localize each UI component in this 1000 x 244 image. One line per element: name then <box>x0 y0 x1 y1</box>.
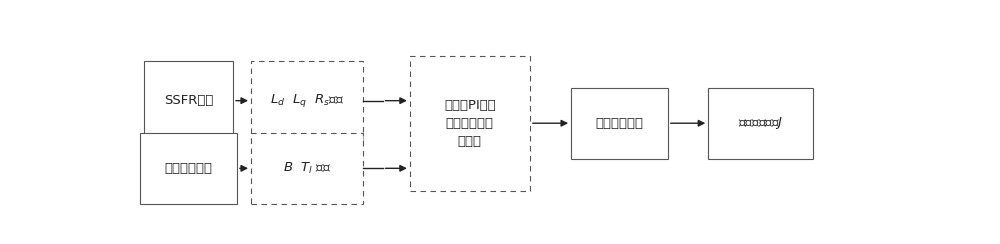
Text: 速度开环测试: 速度开环测试 <box>595 117 643 130</box>
FancyBboxPatch shape <box>251 133 363 204</box>
Text: $B$  $T_l$ 参数: $B$ $T_l$ 参数 <box>283 161 331 176</box>
Text: $L_d$  $L_q$  $R_s$参数: $L_d$ $L_q$ $R_s$参数 <box>270 92 344 109</box>
FancyBboxPatch shape <box>410 56 530 191</box>
Text: 计算转动惯量$J$: 计算转动惯量$J$ <box>738 115 783 131</box>
FancyBboxPatch shape <box>251 61 363 140</box>
FancyBboxPatch shape <box>708 88 813 159</box>
FancyBboxPatch shape <box>140 133 237 204</box>
FancyBboxPatch shape <box>144 61 233 140</box>
Text: 电流环PI积分
参数与比例参
数计算: 电流环PI积分 参数与比例参 数计算 <box>444 99 496 148</box>
Text: SSFR测试: SSFR测试 <box>164 94 213 107</box>
Text: 空载速度测试: 空载速度测试 <box>165 162 213 175</box>
FancyBboxPatch shape <box>571 88 668 159</box>
